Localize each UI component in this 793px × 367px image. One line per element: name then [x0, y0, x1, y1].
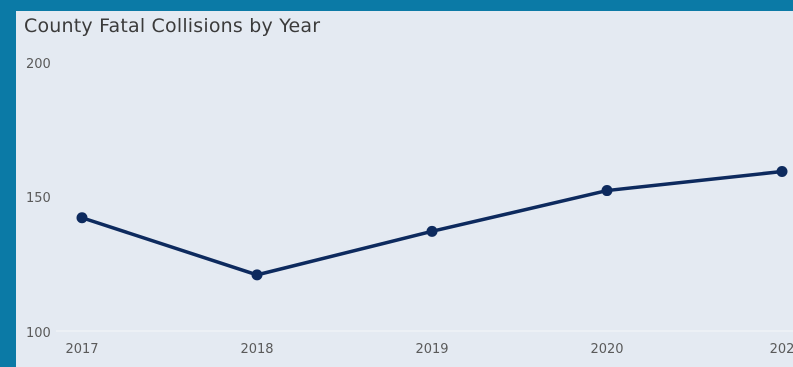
line-chart: 200 150 100 2017 2018 2019 2020 202 — [26, 57, 793, 357]
x-tick-label: 2018 — [240, 342, 273, 357]
x-tick-label: 2019 — [415, 342, 448, 357]
data-point[interactable] — [76, 212, 88, 224]
data-point[interactable] — [426, 225, 438, 237]
y-tick-label: 150 — [26, 191, 51, 206]
x-tick-label: 2020 — [590, 342, 623, 357]
data-point[interactable] — [601, 185, 613, 197]
data-point[interactable] — [776, 166, 788, 178]
x-tick-label: 202 — [770, 342, 793, 357]
chart-title: County Fatal Collisions by Year — [24, 15, 321, 37]
series-line — [81, 169, 783, 277]
data-point[interactable] — [251, 269, 263, 281]
y-tick-label: 100 — [26, 326, 51, 341]
y-tick-label: 200 — [26, 57, 51, 72]
x-tick-label: 2017 — [65, 342, 98, 357]
chart-panel: County Fatal Collisions by Year 200 150 10… — [16, 11, 793, 367]
